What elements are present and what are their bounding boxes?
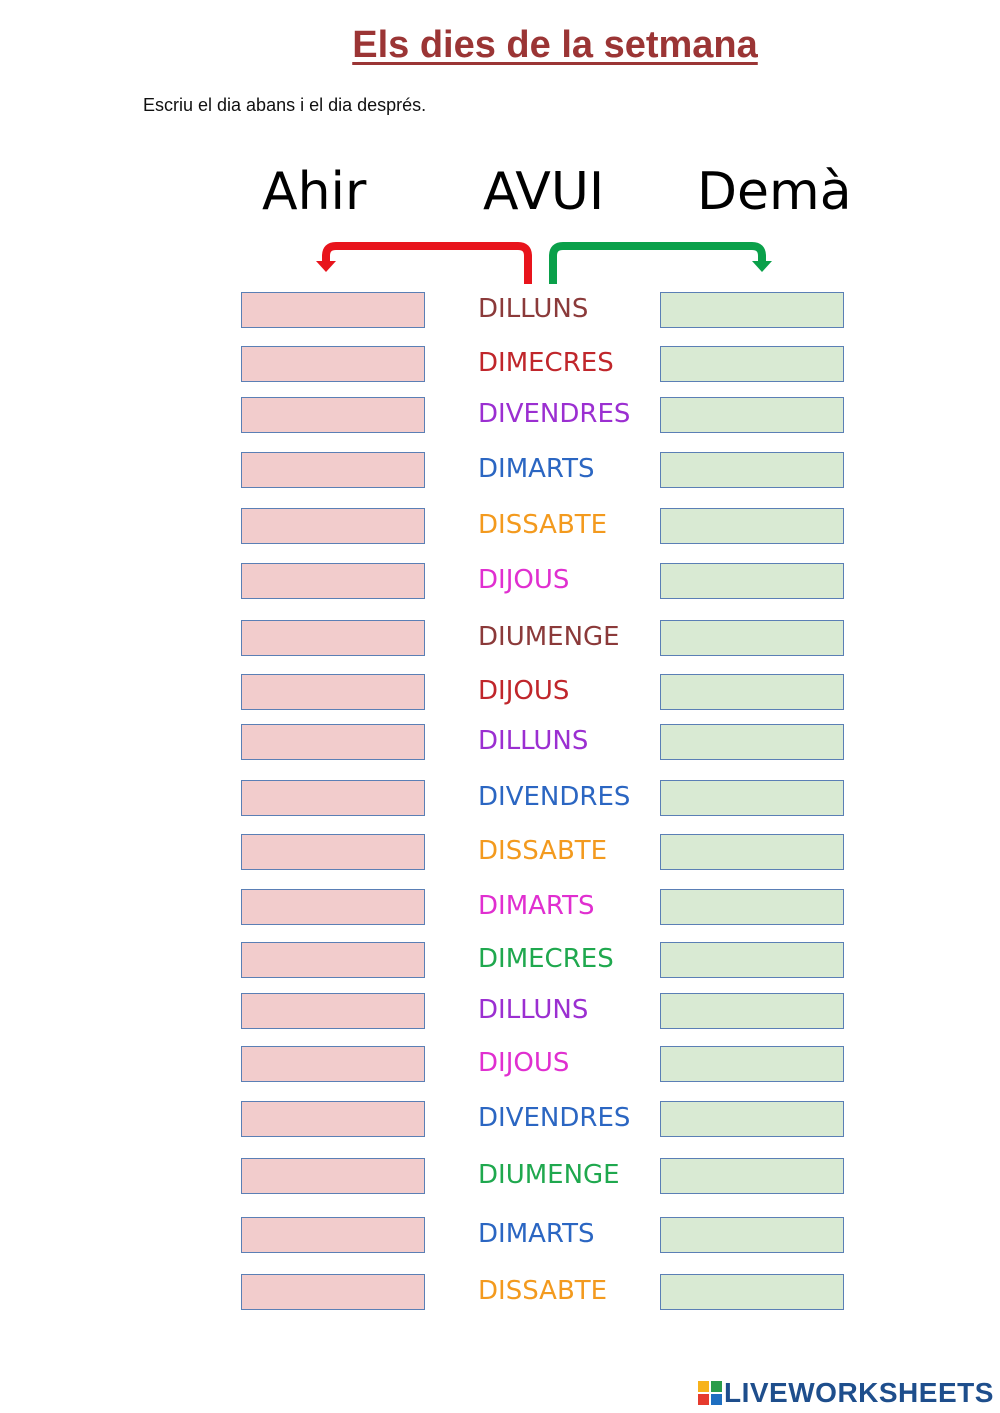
ahir-answer-field[interactable]: [241, 1274, 425, 1310]
arrows-graphic: [316, 242, 772, 284]
today-day-label: DILLUNS: [478, 995, 589, 1025]
ahir-answer-field[interactable]: [241, 674, 425, 710]
ahir-answer-field[interactable]: [241, 780, 425, 816]
ahir-arrowhead-icon: [316, 261, 336, 272]
table-row: DILLUNS: [0, 292, 1000, 332]
ahir-answer-field[interactable]: [241, 397, 425, 433]
today-day-label: DISSABTE: [478, 510, 608, 540]
header-ahir: Ahir: [262, 162, 367, 222]
table-row: DIVENDRES: [0, 780, 1000, 820]
ahir-answer-field[interactable]: [241, 452, 425, 488]
today-day-label: DISSABTE: [478, 836, 608, 866]
dema-answer-field[interactable]: [660, 563, 844, 599]
dema-answer-field[interactable]: [660, 674, 844, 710]
liveworksheets-logo-icon: [698, 1381, 722, 1405]
today-day-label: DIJOUS: [478, 565, 570, 595]
dema-answer-field[interactable]: [660, 942, 844, 978]
ahir-arrow-icon: [322, 242, 532, 284]
ahir-answer-field[interactable]: [241, 942, 425, 978]
today-day-label: DIVENDRES: [478, 782, 631, 812]
dema-answer-field[interactable]: [660, 1274, 844, 1310]
table-row: DIJOUS: [0, 563, 1000, 603]
dema-answer-field[interactable]: [660, 1046, 844, 1082]
header-avui: AVUI: [483, 162, 605, 222]
dema-arrowhead-icon: [752, 261, 772, 272]
today-day-label: DIMARTS: [478, 454, 595, 484]
ahir-answer-field[interactable]: [241, 346, 425, 382]
table-row: DIMECRES: [0, 346, 1000, 386]
instruction-text: Escriu el dia abans i el dia després.: [143, 95, 427, 115]
ahir-answer-field[interactable]: [241, 993, 425, 1029]
dema-answer-field[interactable]: [660, 889, 844, 925]
table-row: DISSABTE: [0, 508, 1000, 548]
table-row: DIMECRES: [0, 942, 1000, 982]
ahir-answer-field[interactable]: [241, 1101, 425, 1137]
table-row: DIMARTS: [0, 1217, 1000, 1257]
ahir-answer-field[interactable]: [241, 620, 425, 656]
dema-answer-field[interactable]: [660, 724, 844, 760]
today-day-label: DIUMENGE: [478, 622, 620, 652]
dema-answer-field[interactable]: [660, 346, 844, 382]
today-day-label: DILLUNS: [478, 294, 589, 324]
dema-arrow-icon: [549, 242, 766, 284]
dema-answer-field[interactable]: [660, 993, 844, 1029]
table-row: DIJOUS: [0, 1046, 1000, 1086]
today-day-label: DIMARTS: [478, 1219, 595, 1249]
today-day-label: DIMECRES: [478, 944, 614, 974]
dema-answer-field[interactable]: [660, 1101, 844, 1137]
page-title: Els dies de la setmana: [352, 24, 758, 66]
table-row: DIVENDRES: [0, 1101, 1000, 1141]
today-day-label: DIVENDRES: [478, 399, 631, 429]
table-row: DISSABTE: [0, 834, 1000, 874]
table-row: DIVENDRES: [0, 397, 1000, 437]
today-day-label: DIVENDRES: [478, 1103, 631, 1133]
dema-answer-field[interactable]: [660, 1217, 844, 1253]
table-row: DILLUNS: [0, 724, 1000, 764]
brand-name: LIVEWORKSHEETS: [724, 1377, 994, 1408]
ahir-answer-field[interactable]: [241, 834, 425, 870]
dema-answer-field[interactable]: [660, 508, 844, 544]
today-day-label: DIMARTS: [478, 891, 595, 921]
ahir-answer-field[interactable]: [241, 508, 425, 544]
table-row: DIUMENGE: [0, 1158, 1000, 1198]
dema-answer-field[interactable]: [660, 292, 844, 328]
table-row: DISSABTE: [0, 1274, 1000, 1314]
today-day-label: DIUMENGE: [478, 1160, 620, 1190]
ahir-answer-field[interactable]: [241, 292, 425, 328]
today-day-label: DILLUNS: [478, 726, 589, 756]
dema-answer-field[interactable]: [660, 397, 844, 433]
today-day-label: DIMECRES: [478, 348, 614, 378]
table-row: DILLUNS: [0, 993, 1000, 1033]
today-day-label: DISSABTE: [478, 1276, 608, 1306]
table-row: DIMARTS: [0, 452, 1000, 492]
table-row: DIJOUS: [0, 674, 1000, 714]
header-dema: Demà: [697, 162, 852, 222]
brand-logo: LIVEWORKSHEETS: [698, 1376, 994, 1410]
today-day-label: DIJOUS: [478, 1048, 570, 1078]
ahir-answer-field[interactable]: [241, 889, 425, 925]
ahir-answer-field[interactable]: [241, 1217, 425, 1253]
today-day-label: DIJOUS: [478, 676, 570, 706]
ahir-answer-field[interactable]: [241, 1046, 425, 1082]
dema-answer-field[interactable]: [660, 780, 844, 816]
dema-answer-field[interactable]: [660, 452, 844, 488]
dema-answer-field[interactable]: [660, 620, 844, 656]
table-row: DIMARTS: [0, 889, 1000, 929]
ahir-answer-field[interactable]: [241, 563, 425, 599]
dema-answer-field[interactable]: [660, 834, 844, 870]
ahir-answer-field[interactable]: [241, 1158, 425, 1194]
table-row: DIUMENGE: [0, 620, 1000, 660]
dema-answer-field[interactable]: [660, 1158, 844, 1194]
ahir-answer-field[interactable]: [241, 724, 425, 760]
